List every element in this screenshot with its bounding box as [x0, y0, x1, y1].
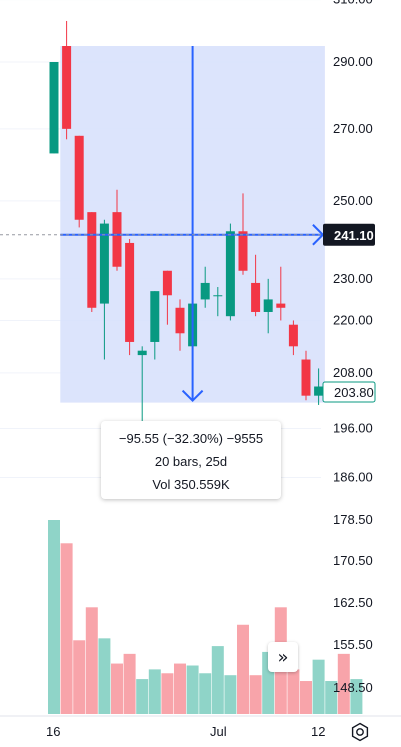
- volume-bar: [237, 624, 249, 714]
- price-tick-label: 310.00: [333, 0, 373, 7]
- volume-bar: [123, 653, 136, 714]
- last-price-label: 203.80: [334, 385, 374, 400]
- volume-bar: [161, 673, 174, 714]
- candle-body: [74, 135, 84, 220]
- volume-bar: [174, 663, 186, 714]
- gear-icon: [351, 722, 369, 742]
- volume-bar: [111, 663, 123, 714]
- candle-body: [238, 231, 248, 271]
- volume-tick-label: 178.50: [333, 512, 373, 527]
- double-chevron-right-icon: »: [277, 646, 289, 668]
- candlestick-series: [49, 20, 324, 424]
- volume-bar: [186, 665, 199, 714]
- candle-body: [213, 295, 223, 297]
- time-tick-label: 12: [311, 724, 325, 739]
- volume-tick-label: 155.50: [333, 637, 373, 652]
- current-price-label: 241.10: [334, 228, 374, 243]
- candle-body: [225, 231, 235, 317]
- candle-body: [251, 282, 261, 312]
- measure-change-text: −95.55 (−32.30%) −9555: [118, 431, 264, 446]
- last-price-badge: [322, 381, 376, 403]
- time-axis[interactable]: 16 Jul 12: [0, 715, 401, 739]
- volume-bar: [85, 607, 98, 714]
- volume-bar: [337, 653, 350, 714]
- volume-bar: [60, 543, 73, 714]
- price-tick-label: 250.00: [333, 193, 373, 208]
- volume-axis[interactable]: 178.50 170.50 162.50 155.50 148.50: [333, 512, 373, 695]
- measure-down-arrow-head: [181, 389, 204, 403]
- current-price-badge: [323, 223, 375, 246]
- price-tick-label: 196.00: [333, 421, 373, 436]
- measure-tooltip: −95.55 (−32.30%) −9555 20 bars, 25d Vol …: [101, 421, 281, 499]
- volume-bar: [136, 679, 149, 714]
- measure-right-arrow-head: [312, 224, 325, 246]
- volume-bar: [148, 669, 161, 714]
- price-tick-label: 208.00: [333, 365, 373, 380]
- candle-body: [112, 212, 122, 267]
- candle-body: [301, 359, 311, 396]
- candle-body: [200, 282, 210, 300]
- candle-body: [137, 350, 147, 356]
- volume-bar: [48, 520, 60, 714]
- volume-bar: [325, 681, 338, 714]
- price-tick-label: 186.00: [333, 470, 373, 485]
- candle-body: [49, 62, 59, 154]
- price-tick-label: 290.00: [333, 54, 373, 69]
- measure-bars-text: 20 bars, 25d: [154, 454, 228, 469]
- chart-settings-button[interactable]: [348, 720, 372, 744]
- price-tick-label: 220.00: [333, 312, 373, 327]
- volume-bar: [350, 679, 363, 714]
- time-tick-label: 16: [46, 724, 60, 739]
- volume-tick-label: 148.50: [333, 680, 373, 695]
- volume-bar: [211, 646, 224, 714]
- price-axis[interactable]: 310.00 290.00 270.00 250.00 230.00 220.00 208.…: [333, 0, 373, 485]
- candle-body: [263, 299, 273, 312]
- price-badges: 241.10 203.80: [322, 223, 376, 403]
- price-tick-label: 230.00: [333, 271, 373, 286]
- candle-body: [162, 270, 172, 296]
- candle-body: [87, 212, 97, 308]
- time-tick-label: Jul: [210, 724, 227, 739]
- volume-bar: [312, 659, 325, 714]
- volume-bar: [199, 673, 212, 714]
- candle-body: [62, 46, 72, 129]
- candle-body: [175, 307, 185, 334]
- volume-bar: [224, 675, 237, 714]
- candle-body: [288, 324, 298, 347]
- volume-bar: [287, 669, 300, 714]
- volume-tick-label: 170.50: [333, 553, 373, 568]
- scroll-to-realtime-button[interactable]: »: [268, 642, 298, 672]
- volume-bar: [249, 675, 262, 714]
- candle-body: [99, 223, 109, 304]
- volume-bar: [73, 640, 86, 714]
- candle-body: [150, 291, 160, 342]
- volume-bars: [48, 520, 363, 714]
- price-tick-label: 270.00: [333, 121, 373, 136]
- candle-body: [125, 242, 135, 342]
- volume-bar: [300, 681, 312, 714]
- candle-body: [314, 386, 324, 396]
- measure-volume-text: Vol 350.559K: [152, 477, 230, 492]
- volume-bar: [98, 638, 111, 714]
- candle-body: [276, 303, 286, 308]
- volume-tick-label: 162.50: [333, 595, 373, 610]
